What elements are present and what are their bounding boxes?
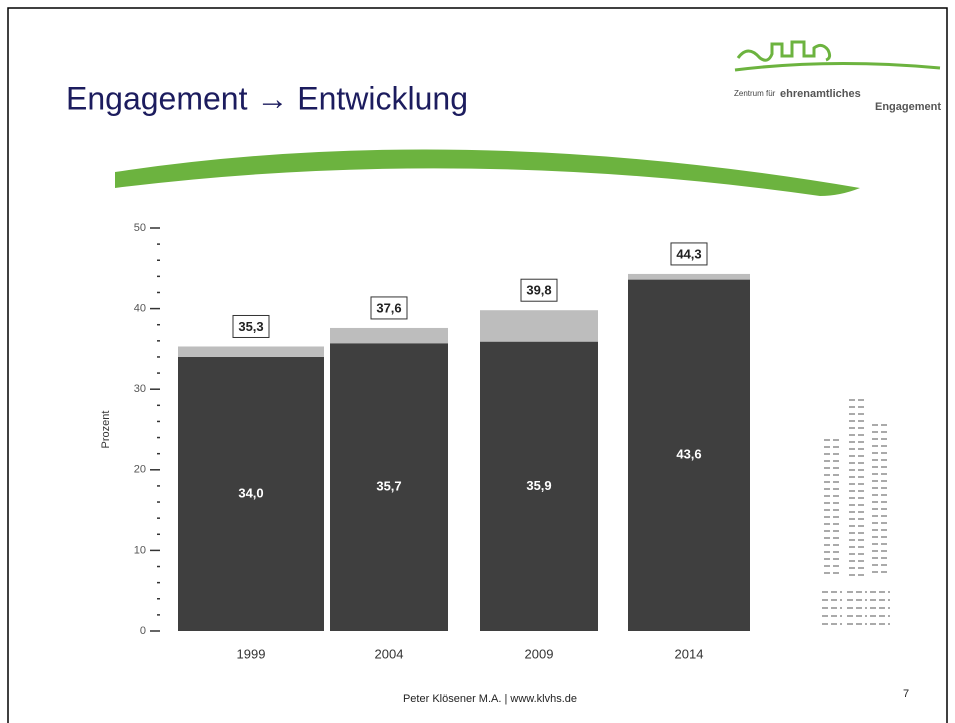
logo-text: Engagement	[875, 101, 941, 113]
total-box	[520, 278, 558, 302]
total-label: 44,3	[676, 246, 701, 261]
bar-segment	[480, 341, 598, 631]
bar-label: 35,7	[376, 479, 401, 494]
logo-swoosh	[734, 61, 941, 72]
bar-segment	[178, 356, 324, 631]
bar-segment	[628, 273, 750, 280]
y-tick-label: 0	[140, 625, 146, 637]
x-tick-label: 1999	[237, 646, 266, 661]
y-tick-label: 10	[134, 544, 146, 556]
bar-segment	[330, 327, 448, 344]
x-tick-label: 2004	[375, 646, 404, 661]
y-axis-label: Prozent	[100, 411, 112, 449]
y-tick-label: 20	[134, 464, 146, 476]
bar-segment	[628, 279, 750, 631]
y-tick-label: 40	[134, 303, 146, 315]
bar-label: 34,0	[238, 485, 263, 500]
total-label: 39,8	[526, 283, 551, 298]
bar-label: 43,6	[676, 447, 701, 462]
footer-text: Peter Klösener M.A. | www.klvhs.de	[403, 693, 577, 705]
x-tick-label: 2009	[525, 646, 554, 661]
bar-label: 35,9	[526, 478, 551, 493]
bar-segment	[178, 346, 324, 357]
slide-border	[7, 7, 948, 723]
chart: 0 10 20 30 40 50 Prozent 34,0 35,3 1999 35,7 37,6 20…	[100, 222, 750, 661]
logo-text: Zentrum für	[734, 89, 776, 98]
page-number: 7	[903, 688, 909, 700]
x-tick-label: 2014	[675, 646, 704, 661]
y-tick-label: 50	[134, 222, 146, 234]
logo: Zentrum für ehrenamtliches Engagement	[734, 40, 941, 113]
bar-segment	[330, 343, 448, 631]
green-swoosh	[115, 149, 860, 196]
total-box	[670, 242, 708, 266]
total-box	[370, 296, 408, 320]
legend-decoration	[822, 399, 890, 625]
bar-segment	[480, 310, 598, 342]
total-label: 37,6	[376, 300, 401, 315]
logo-text: ehrenamtliches	[780, 88, 861, 100]
logo-skyline	[736, 40, 832, 62]
total-box	[232, 314, 270, 338]
total-label: 35,3	[238, 319, 263, 334]
y-tick-label: 30	[134, 383, 146, 395]
slide-title: Engagement → Entwicklung	[66, 80, 468, 116]
